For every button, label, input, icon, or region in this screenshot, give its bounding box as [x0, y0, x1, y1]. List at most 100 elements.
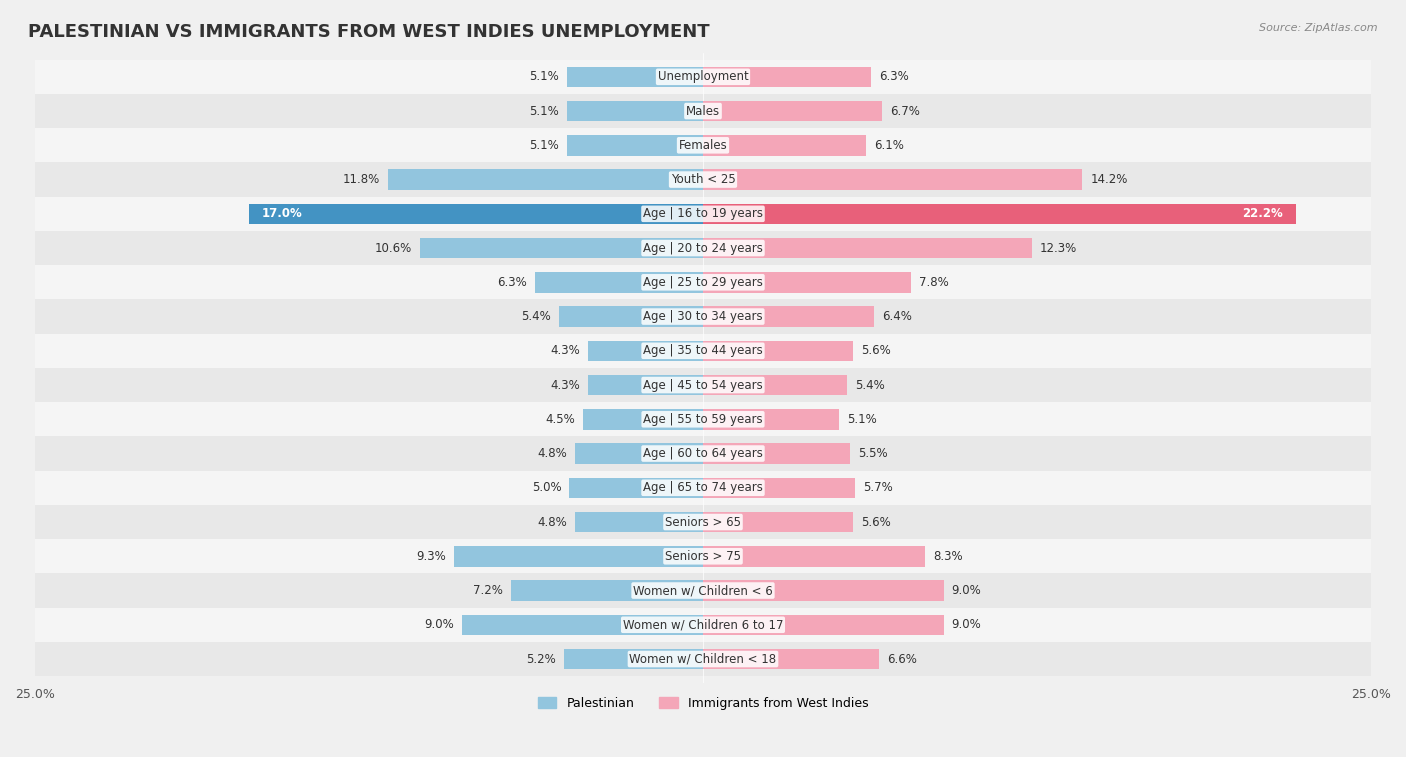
Bar: [575, 512, 703, 532]
Text: 11.8%: 11.8%: [343, 173, 380, 186]
Text: Males: Males: [686, 104, 720, 117]
Text: Age | 60 to 64 years: Age | 60 to 64 years: [643, 447, 763, 460]
Bar: [35, 505, 1371, 539]
Bar: [703, 170, 1083, 190]
Bar: [569, 478, 703, 498]
Bar: [35, 437, 1371, 471]
Bar: [558, 307, 703, 327]
Bar: [463, 615, 703, 635]
Text: 5.6%: 5.6%: [860, 516, 890, 528]
Text: 9.3%: 9.3%: [416, 550, 447, 562]
Bar: [703, 444, 851, 464]
Text: 6.4%: 6.4%: [882, 310, 912, 323]
Text: Unemployment: Unemployment: [658, 70, 748, 83]
Text: 5.5%: 5.5%: [858, 447, 887, 460]
Text: 7.8%: 7.8%: [920, 276, 949, 289]
Text: 5.1%: 5.1%: [529, 104, 558, 117]
Text: 14.2%: 14.2%: [1091, 173, 1128, 186]
Text: 5.1%: 5.1%: [848, 413, 877, 425]
Bar: [703, 375, 848, 395]
Bar: [249, 204, 703, 224]
Bar: [703, 341, 852, 361]
Bar: [703, 649, 879, 669]
Text: Age | 35 to 44 years: Age | 35 to 44 years: [643, 344, 763, 357]
Bar: [35, 608, 1371, 642]
Text: Youth < 25: Youth < 25: [671, 173, 735, 186]
Text: Seniors > 65: Seniors > 65: [665, 516, 741, 528]
Text: Women w/ Children 6 to 17: Women w/ Children 6 to 17: [623, 618, 783, 631]
Text: 5.0%: 5.0%: [531, 481, 561, 494]
Bar: [703, 581, 943, 601]
Bar: [588, 341, 703, 361]
Bar: [588, 375, 703, 395]
Text: Women w/ Children < 6: Women w/ Children < 6: [633, 584, 773, 597]
Text: 4.3%: 4.3%: [550, 344, 581, 357]
Bar: [35, 60, 1371, 94]
Text: 4.8%: 4.8%: [537, 516, 567, 528]
Bar: [703, 478, 855, 498]
Text: 10.6%: 10.6%: [374, 241, 412, 254]
Bar: [510, 581, 703, 601]
Bar: [420, 238, 703, 258]
Text: PALESTINIAN VS IMMIGRANTS FROM WEST INDIES UNEMPLOYMENT: PALESTINIAN VS IMMIGRANTS FROM WEST INDI…: [28, 23, 710, 41]
Bar: [703, 307, 875, 327]
Text: 22.2%: 22.2%: [1241, 207, 1282, 220]
Text: 17.0%: 17.0%: [262, 207, 302, 220]
Bar: [703, 409, 839, 429]
Bar: [567, 67, 703, 87]
Bar: [35, 231, 1371, 265]
Text: Age | 55 to 59 years: Age | 55 to 59 years: [643, 413, 763, 425]
Text: Seniors > 75: Seniors > 75: [665, 550, 741, 562]
Bar: [35, 197, 1371, 231]
Text: Age | 16 to 19 years: Age | 16 to 19 years: [643, 207, 763, 220]
Bar: [35, 642, 1371, 676]
Text: 4.5%: 4.5%: [546, 413, 575, 425]
Text: 5.2%: 5.2%: [526, 653, 555, 665]
Text: 9.0%: 9.0%: [425, 618, 454, 631]
Text: Age | 65 to 74 years: Age | 65 to 74 years: [643, 481, 763, 494]
Text: Age | 25 to 29 years: Age | 25 to 29 years: [643, 276, 763, 289]
Bar: [567, 101, 703, 121]
Bar: [703, 135, 866, 156]
Bar: [35, 539, 1371, 573]
Bar: [35, 163, 1371, 197]
Text: 5.1%: 5.1%: [529, 70, 558, 83]
Text: Age | 45 to 54 years: Age | 45 to 54 years: [643, 378, 763, 391]
Legend: Palestinian, Immigrants from West Indies: Palestinian, Immigrants from West Indies: [533, 692, 873, 715]
Bar: [35, 334, 1371, 368]
Text: 5.4%: 5.4%: [855, 378, 884, 391]
Bar: [564, 649, 703, 669]
Bar: [454, 546, 703, 566]
Text: 7.2%: 7.2%: [472, 584, 502, 597]
Text: 5.7%: 5.7%: [863, 481, 893, 494]
Text: Source: ZipAtlas.com: Source: ZipAtlas.com: [1260, 23, 1378, 33]
Bar: [35, 94, 1371, 128]
Bar: [35, 128, 1371, 163]
Bar: [703, 204, 1296, 224]
Text: 6.3%: 6.3%: [496, 276, 527, 289]
Bar: [388, 170, 703, 190]
Text: 5.6%: 5.6%: [860, 344, 890, 357]
Text: Females: Females: [679, 139, 727, 152]
Text: 6.6%: 6.6%: [887, 653, 917, 665]
Text: 9.0%: 9.0%: [952, 584, 981, 597]
Bar: [575, 444, 703, 464]
Text: Age | 20 to 24 years: Age | 20 to 24 years: [643, 241, 763, 254]
Bar: [703, 615, 943, 635]
Text: 4.3%: 4.3%: [550, 378, 581, 391]
Text: 6.3%: 6.3%: [879, 70, 910, 83]
Text: 8.3%: 8.3%: [932, 550, 963, 562]
Text: 9.0%: 9.0%: [952, 618, 981, 631]
Bar: [534, 272, 703, 292]
Bar: [703, 546, 925, 566]
Bar: [35, 265, 1371, 300]
Text: Women w/ Children < 18: Women w/ Children < 18: [630, 653, 776, 665]
Text: 4.8%: 4.8%: [537, 447, 567, 460]
Text: 6.7%: 6.7%: [890, 104, 920, 117]
Bar: [35, 300, 1371, 334]
Text: 5.1%: 5.1%: [529, 139, 558, 152]
Bar: [703, 238, 1032, 258]
Bar: [567, 135, 703, 156]
Text: 12.3%: 12.3%: [1039, 241, 1077, 254]
Text: Age | 30 to 34 years: Age | 30 to 34 years: [643, 310, 763, 323]
